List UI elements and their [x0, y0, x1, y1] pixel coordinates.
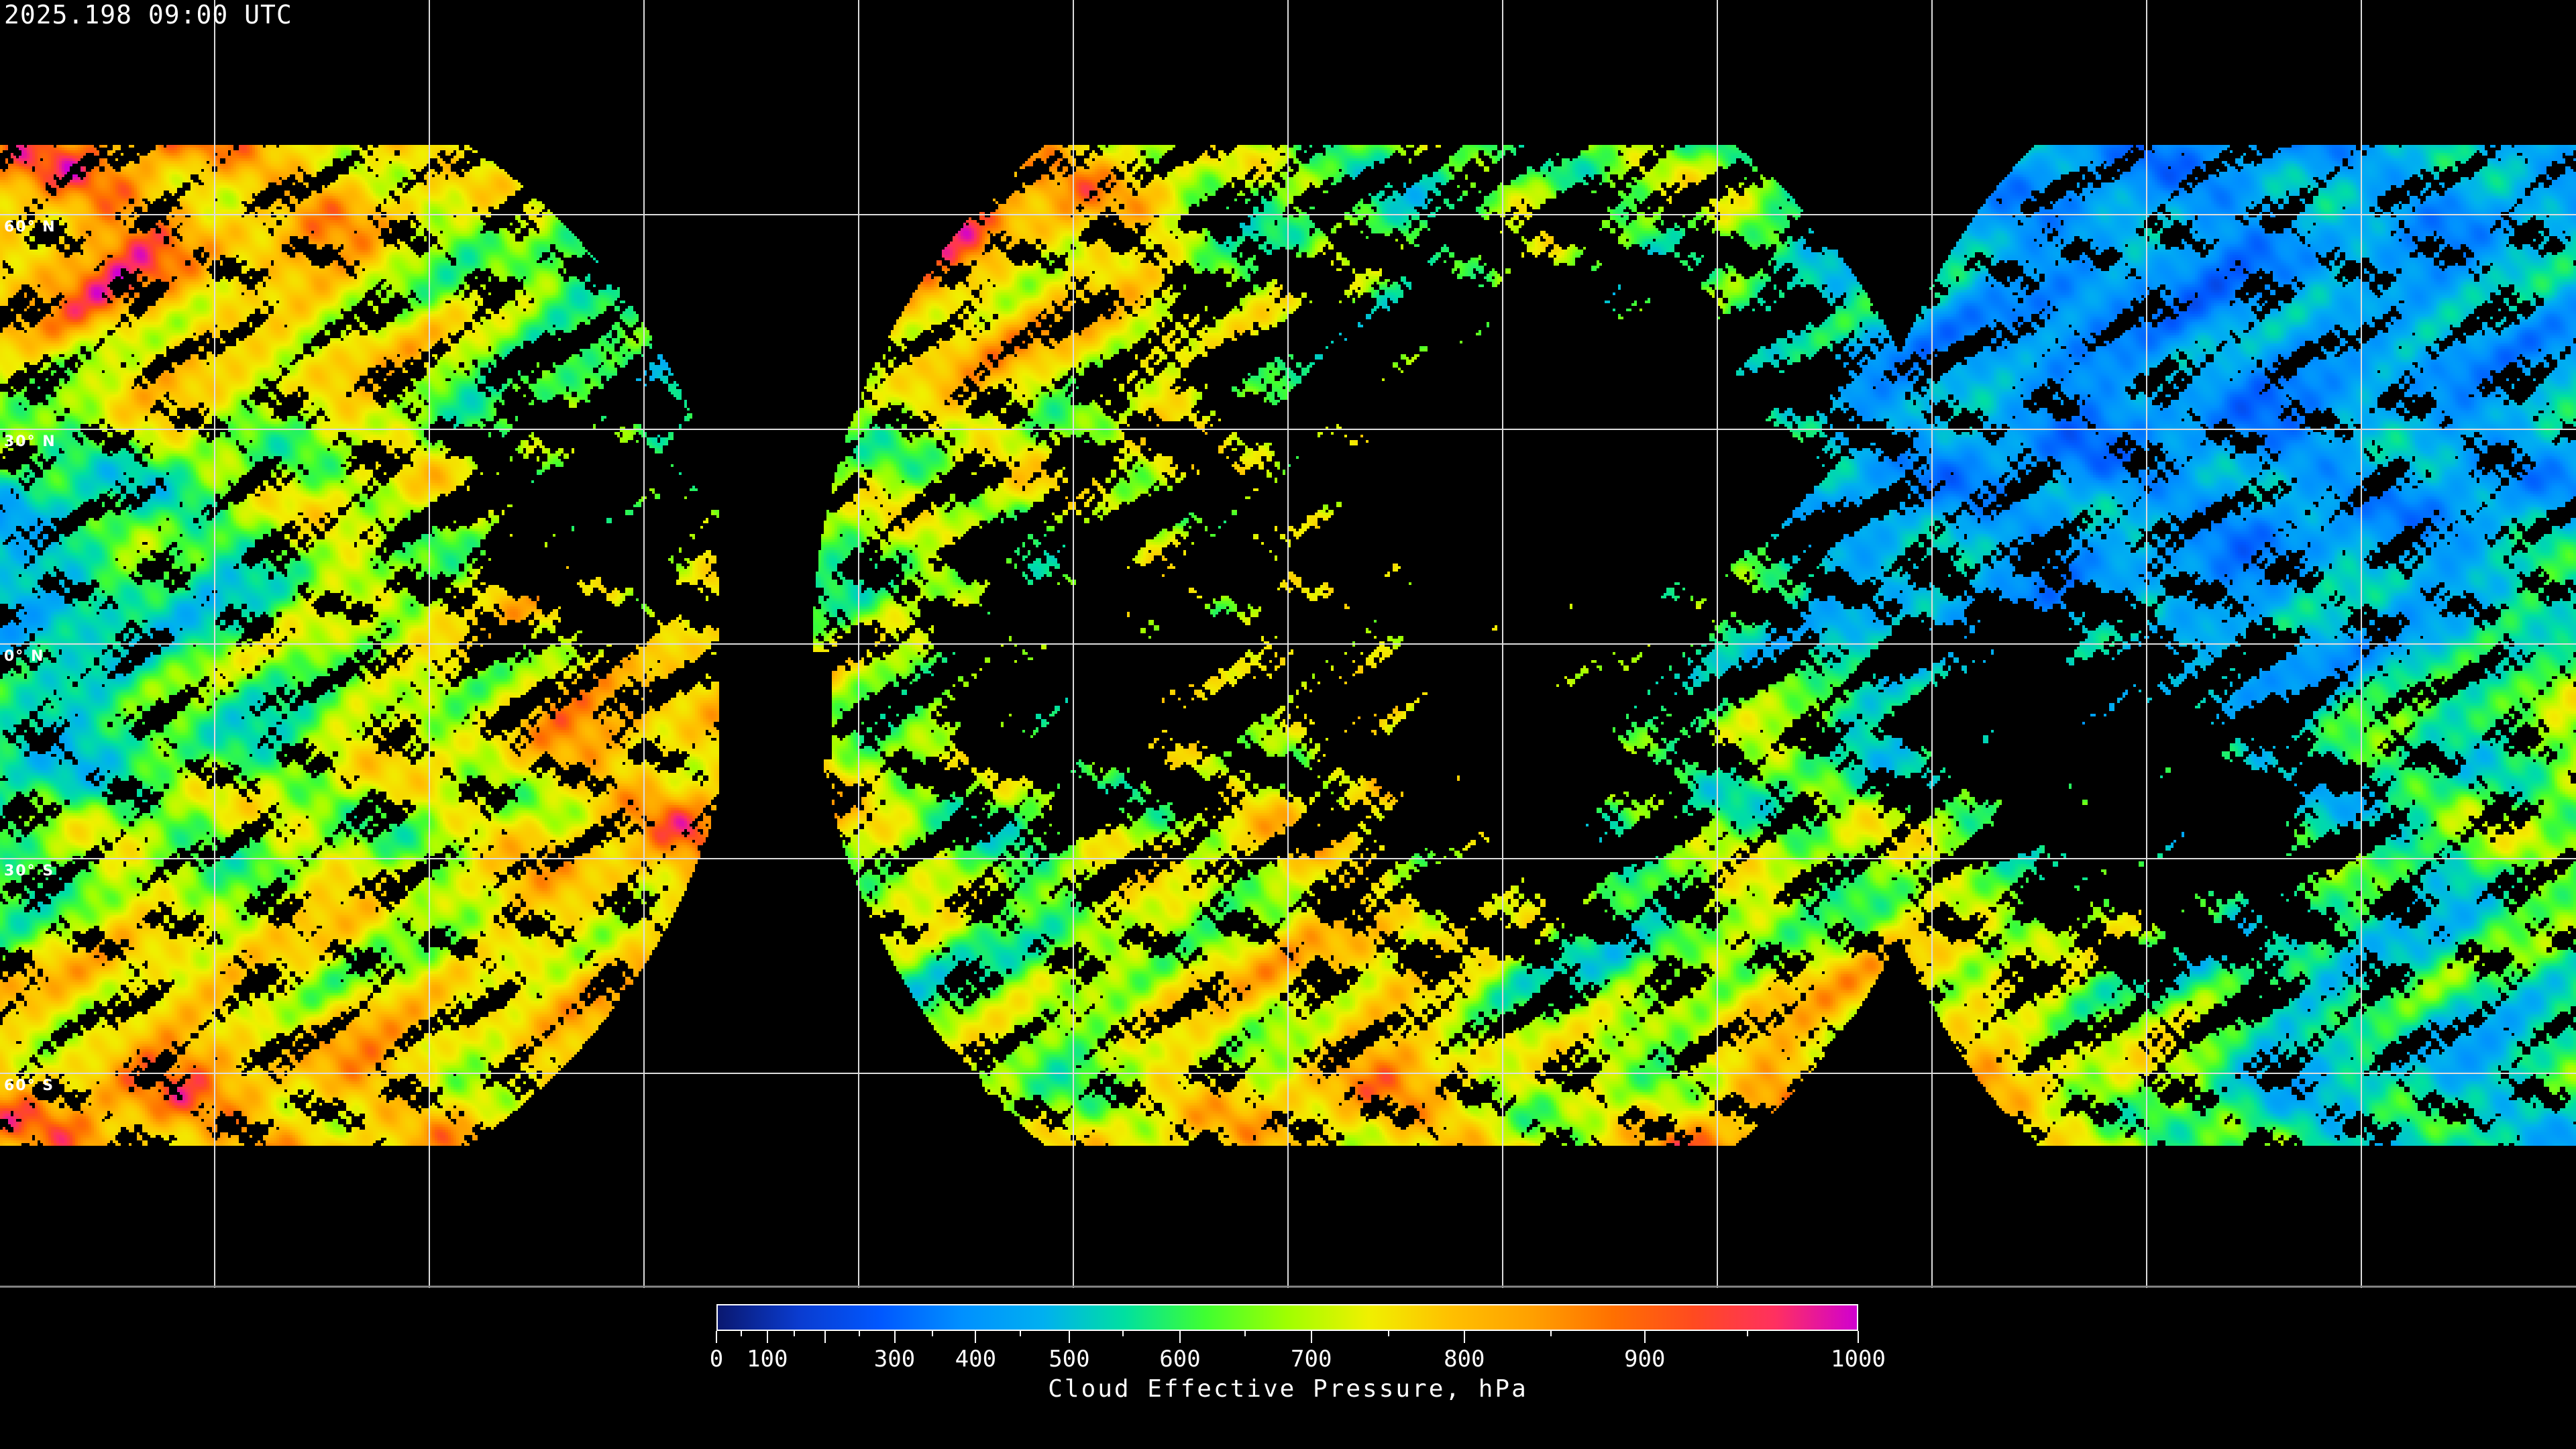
colorbar-major-tick: [824, 1331, 826, 1343]
colorbar-major-tick: [1068, 1331, 1070, 1343]
lat-label-60n: 60° N: [4, 219, 56, 235]
colorbar-label: 700: [1291, 1346, 1332, 1373]
colorbar-label: 600: [1159, 1346, 1201, 1373]
timestamp: 2025.198 09:00 UTC: [4, 0, 292, 30]
lat-label-60s: 60° S: [4, 1077, 55, 1094]
colorbar-label: 1000: [1831, 1346, 1886, 1373]
colorbar: [716, 1304, 1858, 1331]
colorbar-major-tick: [1858, 1331, 1859, 1343]
colorbar-label: 800: [1444, 1346, 1485, 1373]
colorbar-minor-tick: [858, 1331, 860, 1336]
colorbar-label: 300: [873, 1346, 916, 1373]
colorbar-major-tick: [716, 1331, 717, 1343]
colorbar-minor-tick: [793, 1331, 795, 1336]
colorbar-major-tick: [766, 1331, 768, 1343]
colorbar-minor-tick: [931, 1331, 933, 1336]
colorbar-label: 500: [1049, 1346, 1090, 1373]
colorbar-major-tick: [1644, 1331, 1646, 1343]
colorbar-minor-tick: [824, 1331, 826, 1336]
graticule: [0, 0, 2576, 1288]
colorbar-label: 900: [1624, 1346, 1666, 1373]
lat-label-30n: 30° N: [4, 433, 56, 450]
colorbar-minor-tick: [1244, 1331, 1246, 1336]
colorbar-minor-tick: [1746, 1331, 1748, 1336]
lat-label-0n: 0° N: [4, 648, 45, 665]
colorbar-major-tick: [894, 1331, 896, 1343]
colorbar-major-tick: [1463, 1331, 1465, 1343]
colorbar-major-tick: [975, 1331, 977, 1343]
colorbar-major-tick: [1310, 1331, 1312, 1343]
colorbar-label: 100: [747, 1346, 788, 1373]
colorbar-label: 400: [955, 1346, 997, 1373]
cloud-pressure-map: 2025.198 09:00 UTC 60° N 30° N 0° N 30° …: [0, 0, 2576, 1288]
colorbar-minor-tick: [741, 1331, 743, 1336]
colorbar-label: 0: [709, 1346, 724, 1373]
lat-label-30s: 30° S: [4, 863, 55, 879]
colorbar-title: Cloud Effective Pressure, hPa: [1048, 1375, 1528, 1403]
colorbar-minor-tick: [1122, 1331, 1124, 1336]
colorbar-minor-tick: [1550, 1331, 1552, 1336]
colorbar-ticks: [0, 1331, 2576, 1351]
colorbar-major-tick: [1179, 1331, 1181, 1343]
colorbar-minor-tick: [1019, 1331, 1021, 1336]
colorbar-minor-tick: [1388, 1331, 1390, 1336]
